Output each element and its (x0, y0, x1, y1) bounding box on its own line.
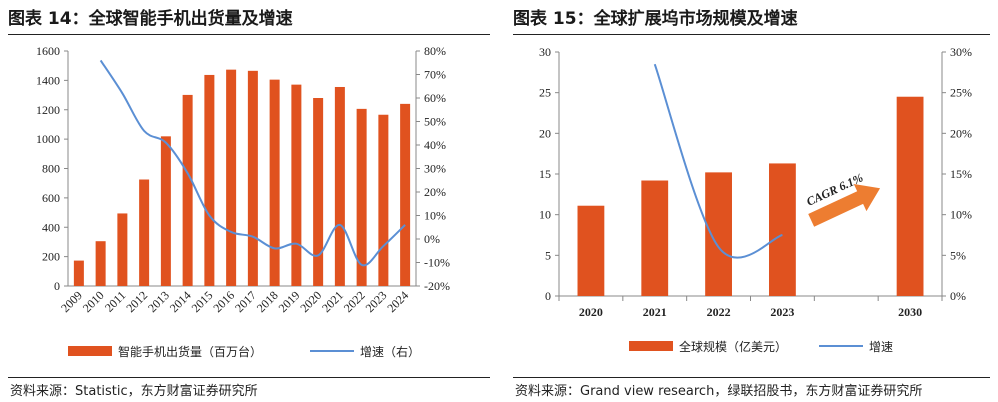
left-bar-2015 (204, 74, 215, 286)
left-y2-tick-label: 60% (424, 91, 446, 105)
right-growth-line (653, 63, 783, 259)
right-source-rule (513, 377, 990, 378)
left-x-tick-label: 2021 (319, 288, 346, 315)
left-bar-2010 (95, 241, 106, 286)
left-figure: 图表 14：全球智能手机出货量及增速 0 200 400 600 800 1000 1200… (0, 0, 498, 402)
right-y2-tick-label: 25% (950, 86, 972, 100)
left-y2-tick-label: 70% (424, 68, 446, 82)
left-y-tick-label: 400 (42, 220, 60, 234)
right-x-tick-label: 2030 (898, 305, 922, 319)
left-bar-2023 (378, 114, 389, 287)
left-x-tick-label: 2011 (102, 288, 129, 315)
left-chart-svg: 0 200 400 600 800 1000 1200 1400 1600 -20% -10% 0% 1… (36, 44, 450, 359)
left-bar-2012 (139, 179, 150, 286)
left-x-tick-label: 2010 (80, 288, 107, 315)
right-y2-tick-label: 10% (950, 208, 972, 222)
right-y-tick-label: 25 (539, 86, 551, 100)
left-bar-2019 (291, 84, 302, 287)
right-x-tick-label: 2021 (643, 305, 667, 319)
right-title-rule (513, 34, 990, 35)
left-y2-tick-label: -10% (424, 256, 450, 270)
left-y2-tick-label: 10% (424, 209, 446, 223)
left-source-rule (8, 377, 490, 378)
left-bar-2018 (269, 79, 280, 286)
right-x-tick-label: 2022 (707, 305, 731, 319)
right-bar-2022 (705, 172, 732, 296)
right-y2-tick-label: 20% (950, 126, 972, 140)
left-source-note: 资料来源：Statistic，东方财富证券研究所 (10, 384, 258, 399)
left-x-tick-label: 2013 (145, 288, 172, 315)
cagr-arrow (808, 183, 881, 227)
left-y-tick-label: 200 (42, 250, 60, 264)
right-y-tick-label: 5 (545, 248, 551, 262)
right-figure: 图表 15：全球扩展坞市场规模及增速 0 5 10 15 20 25 30 0% 5% 10% 15… (505, 0, 998, 402)
right-y-tick-label: 0 (545, 289, 551, 303)
left-bar-2022 (356, 108, 367, 287)
left-x-tick-label: 2023 (363, 288, 390, 315)
left-y2-tick-label: 80% (424, 44, 446, 58)
left-y2-tick-label: 50% (424, 115, 446, 129)
left-x-tick-label: 2009 (58, 288, 85, 315)
left-bar-2014 (182, 94, 193, 287)
left-x-tick-label: 2016 (210, 288, 237, 315)
left-y-tick-label: 800 (42, 162, 60, 176)
right-y-tick-label: 10 (539, 208, 551, 222)
right-bar-2023 (769, 163, 796, 296)
left-bar-2017 (247, 70, 258, 286)
right-legend-bar-label: 全球规模（亿美元） (679, 339, 787, 354)
left-y-tick-label: 1600 (36, 44, 60, 58)
left-y2-tick-label: 0% (424, 232, 440, 246)
left-growth-line (99, 59, 406, 267)
right-bar-2030 (896, 96, 924, 296)
right-bar-2020 (577, 205, 605, 296)
left-bar-2011 (117, 213, 128, 286)
left-bar-2009 (73, 260, 84, 286)
left-legend-bar-swatch (68, 346, 112, 356)
right-y2-tick-label: 0% (950, 289, 966, 303)
right-bar-2021 (641, 180, 669, 296)
cagr-arrow-group: CAGR 6.1% (804, 170, 881, 227)
left-x-tick-label: 2014 (167, 288, 194, 315)
right-y2-tick-label: 5% (950, 248, 966, 262)
left-y2-tick-label: 40% (424, 138, 446, 152)
left-bar-2021 (334, 86, 345, 286)
right-legend-line-label: 增速 (869, 340, 893, 354)
right-x-tick-label: 2023 (770, 305, 794, 319)
left-x-tick-label: 2024 (384, 288, 411, 315)
left-x-tick-label: 2020 (297, 288, 324, 315)
left-bar-2016 (226, 69, 237, 286)
left-bar-2024 (400, 103, 411, 286)
left-bar-2013 (160, 136, 171, 286)
left-y2-tick-label: 20% (424, 185, 446, 199)
left-x-tick-label: 2015 (189, 288, 216, 315)
left-figure-title: 图表 14：全球智能手机出货量及增速 (8, 9, 293, 29)
left-legend-line-label: 增速（右） (360, 344, 420, 359)
right-figure-title: 图表 15：全球扩展坞市场规模及增速 (513, 9, 798, 29)
left-legend-bar-label: 智能手机出货量（百万台） (118, 344, 262, 359)
right-y-tick-label: 30 (539, 45, 551, 59)
right-y2-tick-label: 15% (950, 167, 972, 181)
left-x-tick-label: 2017 (232, 288, 259, 315)
left-y-tick-label: 1200 (36, 103, 60, 117)
left-x-tick-label: 2012 (123, 288, 150, 315)
left-y-tick-label: 1400 (36, 73, 60, 87)
left-title-rule (8, 34, 490, 35)
right-x-tick-label: 2020 (579, 305, 603, 319)
right-y2-tick-label: 30% (950, 45, 972, 59)
left-x-tick-label: 2018 (254, 288, 281, 315)
left-y-tick-label: 0 (54, 279, 60, 293)
left-x-tick-label: 2019 (276, 288, 303, 315)
left-bar-2020 (313, 98, 324, 286)
right-source-note: 资料来源：Grand view research，绿联招股书，东方财富证券研究所 (515, 384, 923, 399)
right-legend-bar-swatch (629, 341, 673, 351)
right-y-tick-label: 20 (539, 126, 551, 140)
right-y-tick-label: 15 (539, 167, 551, 181)
left-y2-tick-label: -20% (424, 279, 450, 293)
right-chart-svg: 0 5 10 15 20 25 30 0% 5% 10% 15% 20% 25% 30% 2020 2021 2… (539, 45, 972, 354)
left-y2-tick-label: 30% (424, 162, 446, 176)
left-y-tick-label: 600 (42, 191, 60, 205)
left-x-tick-label: 2022 (341, 288, 368, 315)
left-y-tick-label: 1000 (36, 132, 60, 146)
